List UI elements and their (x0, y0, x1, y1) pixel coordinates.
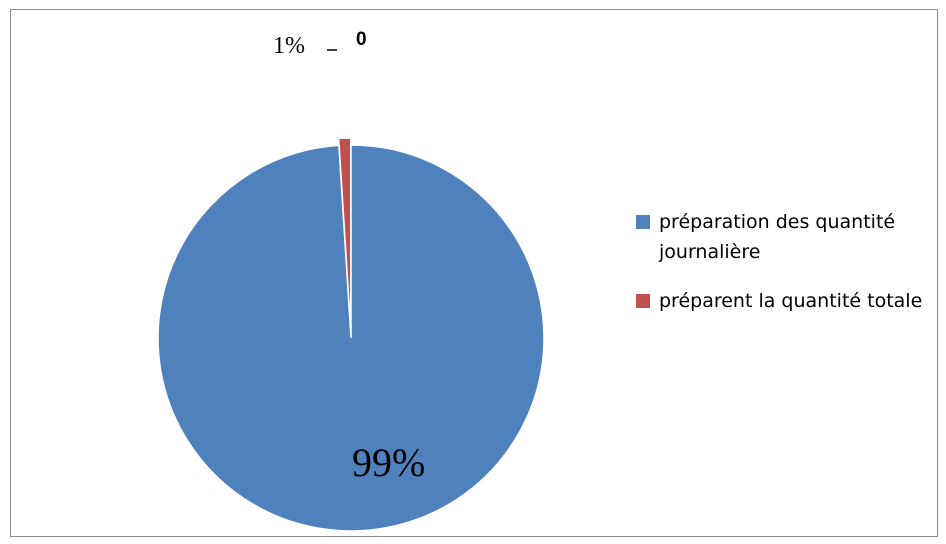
legend-swatch-total (636, 294, 650, 308)
pie-slice-daily (157, 144, 545, 532)
legend-item-daily: préparation des quantité journalière (636, 207, 936, 267)
legend: préparation des quantité journalière pré… (636, 207, 936, 335)
data-label-zero: 0 (356, 29, 367, 50)
legend-label-daily: préparation des quantité journalière (659, 211, 896, 263)
pie-slices (157, 137, 545, 532)
data-label-large-slice: 99% (352, 440, 425, 485)
pie-slice-total (337, 137, 352, 332)
data-label-small-slice: 1% (273, 33, 305, 59)
legend-label-total: préparent la quantité totale (659, 290, 923, 312)
legend-swatch-daily (636, 215, 650, 229)
legend-item-total: préparent la quantité totale (636, 286, 936, 316)
